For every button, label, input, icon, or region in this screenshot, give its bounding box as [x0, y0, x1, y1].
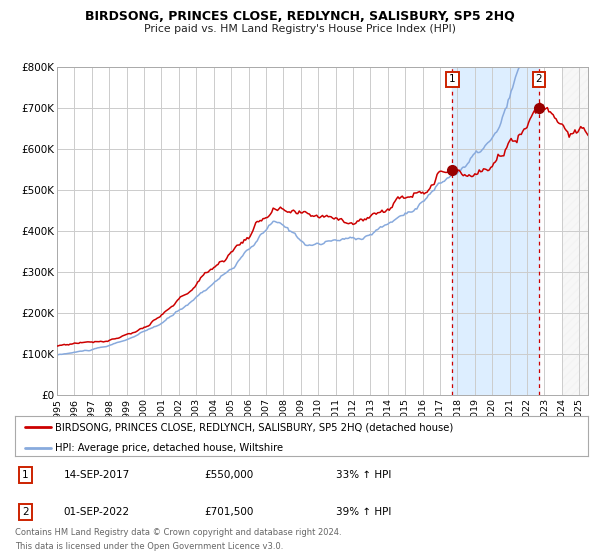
Text: 2: 2 [22, 507, 29, 517]
Text: This data is licensed under the Open Government Licence v3.0.: This data is licensed under the Open Gov… [15, 542, 283, 550]
Text: 2: 2 [535, 74, 542, 85]
Text: £550,000: £550,000 [204, 470, 253, 480]
Text: 14-SEP-2017: 14-SEP-2017 [64, 470, 130, 480]
Text: BIRDSONG, PRINCES CLOSE, REDLYNCH, SALISBURY, SP5 2HQ: BIRDSONG, PRINCES CLOSE, REDLYNCH, SALIS… [85, 10, 515, 23]
Text: 33% ↑ HPI: 33% ↑ HPI [336, 470, 391, 480]
Text: £701,500: £701,500 [204, 507, 253, 517]
Text: 01-SEP-2022: 01-SEP-2022 [64, 507, 130, 517]
Text: HPI: Average price, detached house, Wiltshire: HPI: Average price, detached house, Wilt… [55, 442, 283, 452]
Text: BIRDSONG, PRINCES CLOSE, REDLYNCH, SALISBURY, SP5 2HQ (detached house): BIRDSONG, PRINCES CLOSE, REDLYNCH, SALIS… [55, 422, 454, 432]
Text: 39% ↑ HPI: 39% ↑ HPI [336, 507, 391, 517]
Text: 1: 1 [449, 74, 455, 85]
Bar [562, 67, 588, 395]
Text: Contains HM Land Registry data © Crown copyright and database right 2024.: Contains HM Land Registry data © Crown c… [15, 528, 341, 536]
Bar [452, 67, 539, 395]
Text: 1: 1 [22, 470, 29, 480]
Text: Price paid vs. HM Land Registry's House Price Index (HPI): Price paid vs. HM Land Registry's House … [144, 24, 456, 34]
